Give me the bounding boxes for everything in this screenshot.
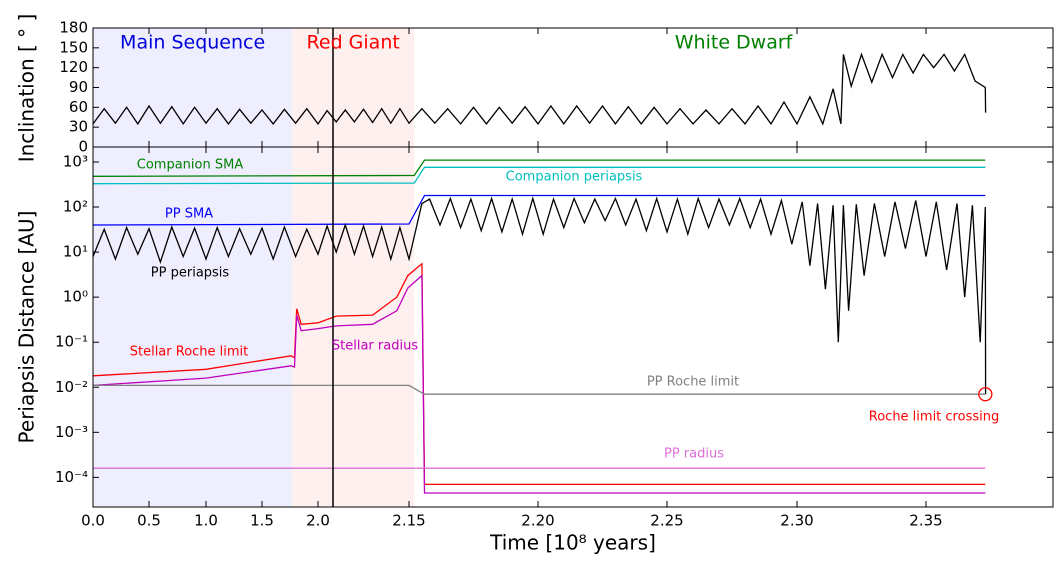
- y-tick-label: 10⁻¹: [55, 333, 88, 351]
- series-line: [92, 262, 986, 486]
- y-tick-label: 10⁻³: [55, 423, 88, 441]
- x-tick-label: 2.25: [650, 512, 683, 530]
- y-tick-label: 90: [69, 78, 88, 96]
- series-label: PP periapsis: [151, 266, 230, 281]
- phase-label: White Dwarf: [675, 32, 794, 54]
- crossing-marker: [978, 387, 993, 402]
- y-axis-title-top: Inclination [ ° ]: [15, 14, 39, 163]
- series-line: [92, 159, 986, 177]
- phase-label: Red Giant: [307, 32, 400, 54]
- y-tick-label: 0: [78, 138, 88, 156]
- series-label: PP radius: [664, 447, 724, 462]
- y-tick-label: 10³: [63, 152, 88, 170]
- x-tick-label: 2.30: [780, 512, 813, 530]
- phase-label: Main Sequence: [120, 32, 265, 54]
- plot-area: [92, 52, 987, 494]
- series-line: [92, 166, 986, 185]
- y-tick-label: 150: [59, 38, 88, 56]
- y-tick-label: 10⁻⁴: [55, 468, 88, 486]
- series-line: [93, 384, 986, 395]
- x-tick-label: 0.0: [81, 512, 105, 530]
- series-label: Stellar Roche limit: [130, 345, 249, 360]
- bottom-frame: [92, 146, 1054, 508]
- y-tick-label: 10²: [63, 198, 88, 216]
- x-tick-label: 1.0: [194, 512, 218, 530]
- y-tick-label: 180: [59, 19, 88, 37]
- y-tick-label: 10⁰: [63, 288, 88, 306]
- y-tick-label: 10¹: [63, 243, 88, 261]
- series-label: PP SMA: [165, 207, 213, 222]
- phase-region: [292, 28, 415, 507]
- phase-shading: [93, 28, 415, 507]
- series-label: PP Roche limit: [647, 375, 739, 390]
- y-tick-label: 120: [59, 58, 88, 76]
- series-line: [92, 52, 987, 126]
- series-label: Stellar radius: [332, 339, 418, 354]
- x-tick-label: 2.35: [909, 512, 942, 530]
- series-line: [92, 274, 986, 494]
- series-line: [92, 194, 986, 226]
- series-label: Companion SMA: [137, 158, 244, 173]
- series-line: [92, 196, 987, 395]
- x-tick-label: 2.0: [306, 512, 330, 530]
- x-tick-label: 2.15: [392, 512, 425, 530]
- x-tick-label: 1.5: [250, 512, 274, 530]
- x-tick-label: 0.5: [137, 512, 161, 530]
- y-tick-label: 60: [69, 98, 88, 116]
- series-label: Companion periapsis: [506, 170, 643, 185]
- x-tick-label: 2.20: [521, 512, 554, 530]
- y-tick-label: 10⁻²: [55, 378, 88, 396]
- y-axis-title-bottom: Periapsis Distance [AU]: [15, 211, 39, 444]
- annotation: Roche limit crossing: [869, 410, 999, 425]
- y-tick-label: 30: [69, 118, 88, 136]
- x-axis-title: Time [10⁸ years]: [489, 531, 656, 555]
